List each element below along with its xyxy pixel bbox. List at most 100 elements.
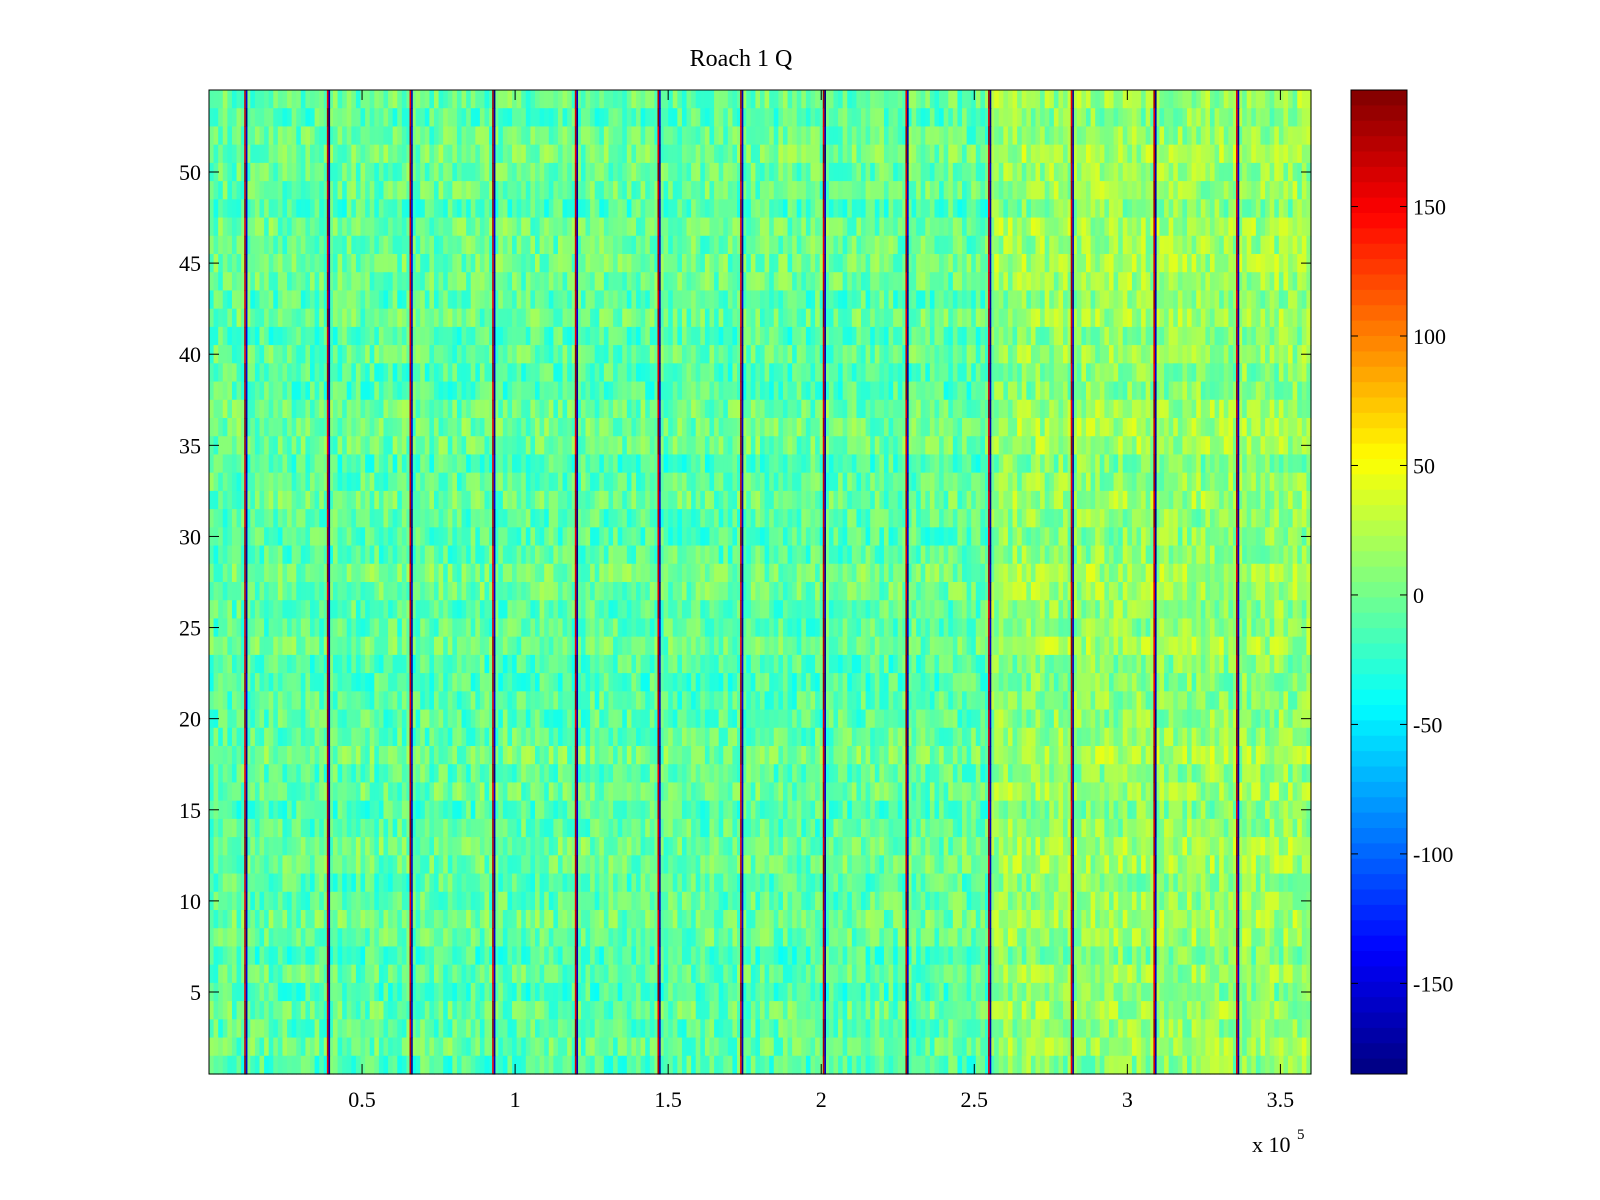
heatmap-cell — [883, 326, 890, 346]
heatmap-cell — [429, 162, 435, 182]
heatmap-cell — [916, 436, 922, 456]
heatmap-cell — [1095, 399, 1101, 419]
heatmap-cell — [608, 363, 614, 383]
heatmap-cell — [443, 363, 449, 383]
heatmap-cell — [305, 162, 311, 182]
heatmap-cell — [893, 308, 899, 328]
heatmap-cell — [631, 235, 637, 255]
heatmap-cell — [424, 454, 430, 474]
heatmap-cell — [351, 345, 357, 364]
heatmap-cell — [1136, 217, 1142, 237]
heatmap-cell — [760, 181, 766, 200]
heatmap-cell — [268, 126, 274, 146]
heatmap-cell — [714, 217, 720, 237]
heatmap-cell — [245, 181, 251, 200]
heatmap-cell — [475, 399, 481, 419]
heatmap-cell — [1274, 345, 1280, 364]
heatmap-cell — [282, 381, 288, 401]
heatmap-cell — [530, 235, 536, 255]
heatmap-cell — [1099, 181, 1105, 200]
heatmap-cell — [663, 235, 669, 255]
heatmap-cell — [1136, 399, 1142, 419]
heatmap-cell — [548, 363, 554, 383]
heatmap-cell — [856, 254, 862, 273]
heatmap-cell — [1209, 254, 1216, 273]
heatmap-cell — [966, 454, 972, 474]
heatmap-cell — [1283, 181, 1289, 200]
heatmap-cell — [209, 454, 215, 474]
heatmap-cell — [1159, 418, 1165, 437]
heatmap-cell — [1104, 363, 1110, 383]
heatmap-cell — [411, 254, 417, 273]
heatmap-cell — [433, 108, 440, 128]
heatmap-cell — [429, 235, 435, 255]
heatmap-cell — [590, 217, 596, 237]
heatmap-cell — [250, 418, 256, 437]
heatmap-cell — [1108, 162, 1115, 182]
heatmap-cell — [332, 363, 339, 383]
heatmap-cell — [1122, 108, 1128, 128]
heatmap-cell — [1228, 381, 1234, 401]
heatmap-cell — [1127, 272, 1133, 292]
heatmap-cell — [1076, 345, 1083, 364]
heatmap-cell — [626, 162, 633, 182]
heatmap-cell — [562, 254, 568, 273]
heatmap-cell — [1182, 399, 1188, 419]
heatmap-cell — [1269, 126, 1275, 146]
heatmap-cell — [310, 272, 316, 292]
heatmap-cell — [1182, 436, 1188, 456]
heatmap-cell — [1030, 181, 1037, 200]
heatmap-cell — [902, 308, 908, 328]
heatmap-cell — [300, 363, 307, 383]
heatmap-cell — [590, 126, 596, 146]
heatmap-cell — [649, 199, 655, 219]
heatmap-cell — [663, 162, 669, 182]
heatmap-cell — [1141, 254, 1147, 273]
heatmap-cell — [346, 254, 352, 273]
heatmap-cell — [626, 199, 633, 219]
heatmap-cell — [535, 272, 541, 292]
heatmap-cell — [319, 381, 325, 401]
heatmap-cell — [957, 126, 963, 146]
heatmap-cell — [1145, 418, 1151, 437]
heatmap-cell — [259, 454, 265, 474]
heatmap-cell — [429, 90, 435, 109]
heatmap-cell — [365, 199, 371, 219]
heatmap-cell — [906, 217, 913, 237]
heatmap-cell — [1012, 108, 1018, 128]
heatmap-cell — [406, 363, 412, 383]
heatmap-cell — [401, 144, 408, 164]
heatmap-cell — [264, 418, 270, 437]
heatmap-cell — [337, 345, 343, 364]
heatmap-cell — [691, 272, 697, 292]
heatmap-cell — [525, 345, 532, 364]
heatmap-cell — [1297, 144, 1303, 164]
heatmap-cell — [484, 90, 490, 109]
heatmap-cell — [585, 272, 591, 292]
heatmap-cell — [998, 272, 1004, 292]
heatmap-cell — [1196, 199, 1202, 219]
heatmap-cell — [888, 108, 894, 128]
heatmap-cell — [507, 399, 513, 419]
heatmap-cell — [1067, 90, 1073, 109]
heatmap-cell — [254, 418, 261, 437]
heatmap-cell — [539, 454, 545, 474]
heatmap-cell — [342, 326, 348, 346]
heatmap-cell — [861, 181, 867, 200]
heatmap-cell — [1223, 399, 1229, 419]
heatmap-cell — [1017, 454, 1023, 474]
heatmap-cell — [727, 308, 734, 328]
heatmap-cell — [1104, 345, 1110, 364]
heatmap-cell — [411, 162, 417, 182]
heatmap-cell — [750, 436, 757, 456]
heatmap-cell — [1026, 90, 1032, 109]
heatmap-cell — [1205, 126, 1211, 146]
heatmap-cell — [626, 436, 633, 456]
heatmap-cell — [1035, 181, 1041, 200]
heatmap-cell — [576, 399, 582, 419]
heatmap-cell — [782, 381, 789, 401]
heatmap-cell — [1072, 272, 1078, 292]
heatmap-cell — [737, 418, 743, 437]
heatmap-cell — [952, 436, 959, 456]
heatmap-cell — [842, 418, 848, 437]
